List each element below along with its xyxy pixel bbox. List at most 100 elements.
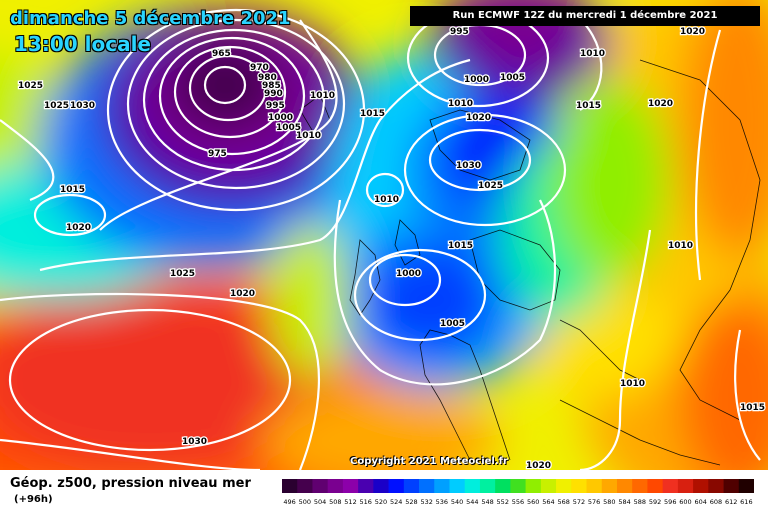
isobar-label: 1010 bbox=[620, 379, 645, 389]
isobar-label: 985 bbox=[262, 81, 281, 91]
geopotential-colour-field bbox=[0, 0, 768, 470]
colour-scale-swatch bbox=[403, 479, 420, 493]
colour-scale-swatch bbox=[479, 479, 496, 493]
colour-scale-tick-label: 548 bbox=[481, 498, 493, 506]
isobar-label: 1005 bbox=[500, 73, 525, 83]
colour-scale-swatch bbox=[540, 479, 557, 493]
colour-scale-tick-label: 568 bbox=[557, 498, 569, 506]
colour-scale-tick-label: 516 bbox=[360, 498, 372, 506]
colour-scale-tick-label: 528 bbox=[405, 498, 417, 506]
model-run-banner: Run ECMWF 12Z du mercredi 1 décembre 202… bbox=[410, 6, 760, 26]
colour-scale-tick-label: 540 bbox=[451, 498, 463, 506]
legend-bar: Géop. z500, pression niveau mer (+96h) 4… bbox=[0, 470, 768, 512]
isobar-label: 1010 bbox=[374, 195, 399, 205]
colour-scale-swatch bbox=[586, 479, 603, 493]
isobar-lines bbox=[0, 8, 761, 470]
isobar-label: 965 bbox=[212, 49, 231, 59]
isobar-label: 990 bbox=[264, 89, 283, 99]
isobar-label: 1000 bbox=[396, 269, 421, 279]
isobar-label: 1015 bbox=[60, 185, 85, 195]
colour-scale-swatch bbox=[662, 479, 679, 493]
isobar-label: 1015 bbox=[740, 403, 765, 413]
colour-scale-tick-label: 580 bbox=[603, 498, 615, 506]
colour-scale-tick-label: 552 bbox=[497, 498, 509, 506]
legend-title: Géop. z500, pression niveau mer bbox=[10, 476, 251, 491]
isobar-label: 1010 bbox=[310, 91, 335, 101]
colour-scale-tick-label: 504 bbox=[314, 498, 326, 506]
colour-scale-swatch bbox=[312, 479, 329, 493]
isobar-label: 1025 bbox=[478, 181, 503, 191]
isobar-label: 1030 bbox=[70, 101, 95, 111]
colour-scale-tick-label: 616 bbox=[740, 498, 752, 506]
forecast-time-title: 13:00 locale bbox=[14, 32, 151, 56]
colour-scale-swatch bbox=[632, 479, 648, 493]
colour-scale-tick-label: 576 bbox=[588, 498, 600, 506]
colour-scale-tick-label: 520 bbox=[375, 498, 387, 506]
isobar-label: 1010 bbox=[668, 241, 693, 251]
colour-scale-swatch bbox=[647, 479, 664, 493]
colour-scale-tick-label: 496 bbox=[283, 498, 295, 506]
isobar-label: 1020 bbox=[648, 99, 673, 109]
legend-lead-time: (+96h) bbox=[14, 494, 53, 505]
colour-scale-swatch bbox=[297, 479, 313, 493]
isobar-label: 1000 bbox=[464, 75, 489, 85]
colour-scale-swatch bbox=[327, 479, 344, 493]
colour-scale-tick-label: 500 bbox=[299, 498, 311, 506]
isobar-label: 1020 bbox=[526, 461, 551, 470]
isobar-label: 970 bbox=[250, 63, 269, 73]
colour-scale-swatch bbox=[373, 479, 389, 493]
isobar-label: 1025 bbox=[18, 81, 43, 91]
isobar-label: 1005 bbox=[276, 123, 301, 133]
colour-scale-tick-label: 604 bbox=[694, 498, 706, 506]
isobar-label: 1015 bbox=[360, 109, 385, 119]
colour-scale-tick-label: 564 bbox=[542, 498, 554, 506]
colour-scale-swatch bbox=[708, 479, 724, 493]
colour-scale-tick-label: 612 bbox=[725, 498, 737, 506]
isobar-label: 1010 bbox=[296, 131, 321, 141]
isobar-label: 1010 bbox=[448, 99, 473, 109]
colour-scale-tick-label: 600 bbox=[679, 498, 691, 506]
pressure-geopotential-map: 965 970 975 980 985 990 995 1000 1005 10… bbox=[0, 0, 768, 470]
colour-scale-swatch bbox=[419, 479, 435, 493]
colour-scale-tick-label: 588 bbox=[634, 498, 646, 506]
colour-scale-tick-label: 544 bbox=[466, 498, 478, 506]
colour-scale-swatch bbox=[616, 479, 633, 493]
colour-scale-tick-label: 608 bbox=[710, 498, 722, 506]
isobar-label: 1000 bbox=[268, 113, 293, 123]
isobar-label: 980 bbox=[258, 73, 277, 83]
colour-scale-swatch bbox=[738, 479, 754, 493]
colour-scale-swatch bbox=[571, 479, 587, 493]
copyright-text: Copyright 2021 Meteociel.fr bbox=[350, 456, 508, 467]
colour-scale-swatch bbox=[434, 479, 450, 493]
colour-scale-tick-label: 572 bbox=[573, 498, 585, 506]
isobar-label: 975 bbox=[208, 149, 227, 159]
isobar-label: 1025 bbox=[44, 101, 69, 111]
coastline-layer bbox=[299, 59, 761, 466]
isobar-label: 1030 bbox=[456, 161, 481, 171]
colour-scale-swatch bbox=[510, 479, 527, 493]
colour-scale-tick-label: 536 bbox=[436, 498, 448, 506]
isobar-label: 1025 bbox=[170, 269, 195, 279]
colour-scale-swatch bbox=[342, 479, 359, 493]
isobar-label: 1015 bbox=[576, 101, 601, 111]
colour-scale-tick-label: 560 bbox=[527, 498, 539, 506]
colour-scale-swatch bbox=[449, 479, 466, 493]
isobar-label: 1020 bbox=[230, 289, 255, 299]
colour-scale-swatch bbox=[388, 479, 405, 493]
colour-scale-swatch bbox=[525, 479, 542, 493]
forecast-date-title: dimanche 5 décembre 2021 bbox=[10, 8, 291, 29]
colour-scale-swatch bbox=[464, 479, 481, 493]
isobar-labels: 965 970 975 980 985 990 995 1000 1005 10… bbox=[17, 16, 767, 470]
isobar-label: 1020 bbox=[66, 223, 91, 233]
colour-scale-tick-label: 524 bbox=[390, 498, 402, 506]
isobar-label: 1015 bbox=[448, 241, 473, 251]
colour-scale-tick-label: 592 bbox=[649, 498, 661, 506]
colour-scale-swatch bbox=[282, 479, 298, 493]
isobar-label: 1005 bbox=[440, 319, 465, 329]
isobar-label: 1010 bbox=[580, 49, 605, 59]
colour-scale-tick-label: 596 bbox=[664, 498, 676, 506]
colour-scale-tick-label: 532 bbox=[420, 498, 432, 506]
colour-scale-swatch bbox=[601, 479, 618, 493]
colour-scale: 496 500 504 508 512 516 520 524 528 532 536 540 544 5… bbox=[282, 479, 754, 506]
